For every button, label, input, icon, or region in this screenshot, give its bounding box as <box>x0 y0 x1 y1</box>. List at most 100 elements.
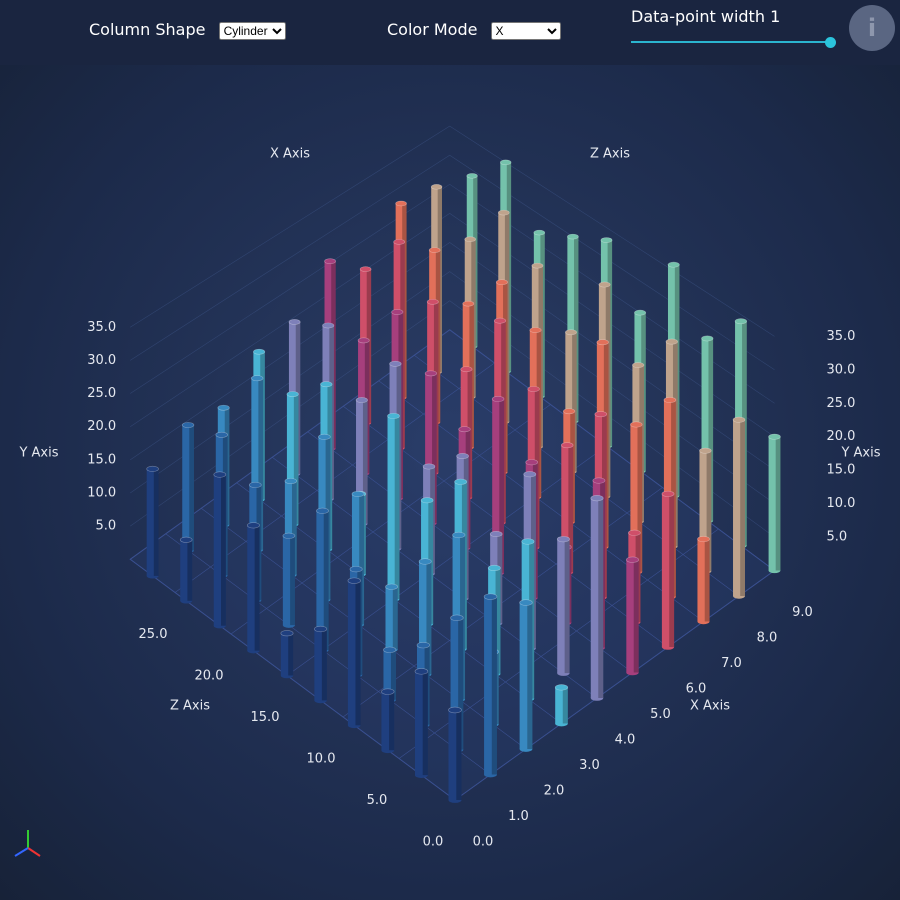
grid-line <box>130 183 775 404</box>
column-shade <box>355 580 361 726</box>
column-cap <box>632 362 645 368</box>
column-cap <box>414 668 429 675</box>
column-body <box>630 424 643 572</box>
column-cap <box>288 319 301 325</box>
column-cap <box>181 422 195 428</box>
column-cap <box>251 375 264 382</box>
column <box>554 684 569 727</box>
column-shade <box>572 332 577 472</box>
column-body <box>282 535 295 626</box>
grid-line <box>454 570 775 801</box>
column-cap <box>493 317 507 324</box>
y-tick-label: 30.0 <box>87 353 116 368</box>
x-axis-title: X Axis <box>690 699 730 714</box>
column-shade <box>221 474 226 626</box>
column-cap <box>594 411 608 418</box>
column-cap <box>590 494 604 502</box>
x-tick-label: 4.0 <box>615 733 636 748</box>
column-cap <box>596 339 609 346</box>
column <box>697 536 710 625</box>
column-cap <box>525 459 538 466</box>
info-button[interactable]: i <box>849 5 895 51</box>
column-body <box>661 493 675 647</box>
column-shade <box>574 236 579 422</box>
column-body <box>626 559 639 673</box>
column-cap <box>495 279 508 286</box>
column-body <box>286 394 299 525</box>
column <box>414 668 429 778</box>
column-body <box>699 450 712 572</box>
column-cap <box>383 646 397 653</box>
gizmo-x <box>27 847 41 857</box>
column-cap <box>630 421 643 428</box>
column-cap <box>454 478 468 485</box>
column <box>246 522 260 654</box>
control-label: Color Mode <box>387 20 478 39</box>
column-shade <box>189 425 194 551</box>
x-tick-label: 7.0 <box>721 656 742 671</box>
x-tick-label: 6.0 <box>686 682 707 697</box>
column-cap <box>697 536 710 543</box>
column-cap <box>491 395 505 402</box>
color-select[interactable]: X <box>490 22 561 40</box>
column-cap <box>146 465 159 472</box>
gizmo-z <box>14 847 29 857</box>
y-tick-label: 5.0 <box>96 519 117 534</box>
column-body <box>314 629 327 701</box>
column-cap <box>351 490 365 497</box>
column <box>768 433 781 574</box>
column-cap <box>487 564 501 572</box>
column-shade <box>254 525 260 651</box>
column-shade <box>394 415 400 599</box>
column-cap <box>324 258 336 265</box>
column-cap <box>320 381 333 388</box>
column-cap <box>416 642 430 649</box>
y-axis-title: Y Axis <box>18 446 58 461</box>
grid-line <box>286 445 607 676</box>
column-cap <box>430 184 443 190</box>
column-body <box>557 539 570 674</box>
column-body <box>561 445 574 573</box>
column-cap <box>179 536 193 543</box>
column-shade <box>527 602 533 749</box>
column <box>381 688 395 754</box>
column-cap <box>661 490 675 497</box>
column <box>181 422 195 554</box>
column-cap <box>567 233 579 240</box>
column-cap <box>565 329 577 336</box>
column-cap <box>665 338 678 345</box>
column-cap <box>626 556 639 563</box>
column-cap <box>282 532 296 539</box>
column-cap <box>667 261 680 268</box>
column-shade <box>389 691 395 751</box>
column <box>347 577 361 729</box>
column-shade <box>491 596 497 775</box>
column-shade <box>456 710 462 800</box>
column-body <box>284 481 297 575</box>
column-shade <box>290 535 295 626</box>
column-shade <box>258 378 264 550</box>
shape-select[interactable]: Cylinder <box>218 22 286 40</box>
column-cap <box>500 159 512 166</box>
column-cap <box>355 397 368 403</box>
column-cap <box>253 348 266 355</box>
column-cap <box>628 529 641 536</box>
toolbar: Column Shape Cylinder Color Mode X Data-… <box>0 0 900 65</box>
z-tick-label: 10.0 <box>307 752 336 767</box>
slider-thumb[interactable] <box>825 37 836 48</box>
column-cap <box>280 630 294 637</box>
column-body <box>414 671 428 776</box>
column-shade <box>187 539 193 601</box>
y-tick-label: 20.0 <box>87 419 116 434</box>
control-label: Data-point width <box>631 7 765 26</box>
column-cap <box>464 236 476 242</box>
column-cap <box>527 386 540 392</box>
column-shape-control: Column Shape Cylinder <box>89 20 286 40</box>
column-shade <box>708 338 714 521</box>
column-cap <box>734 318 748 325</box>
column-cap <box>426 298 439 305</box>
slider-track[interactable] <box>631 41 831 43</box>
column-shade <box>637 424 643 572</box>
column-cap <box>663 396 677 403</box>
column-shade <box>669 493 675 647</box>
